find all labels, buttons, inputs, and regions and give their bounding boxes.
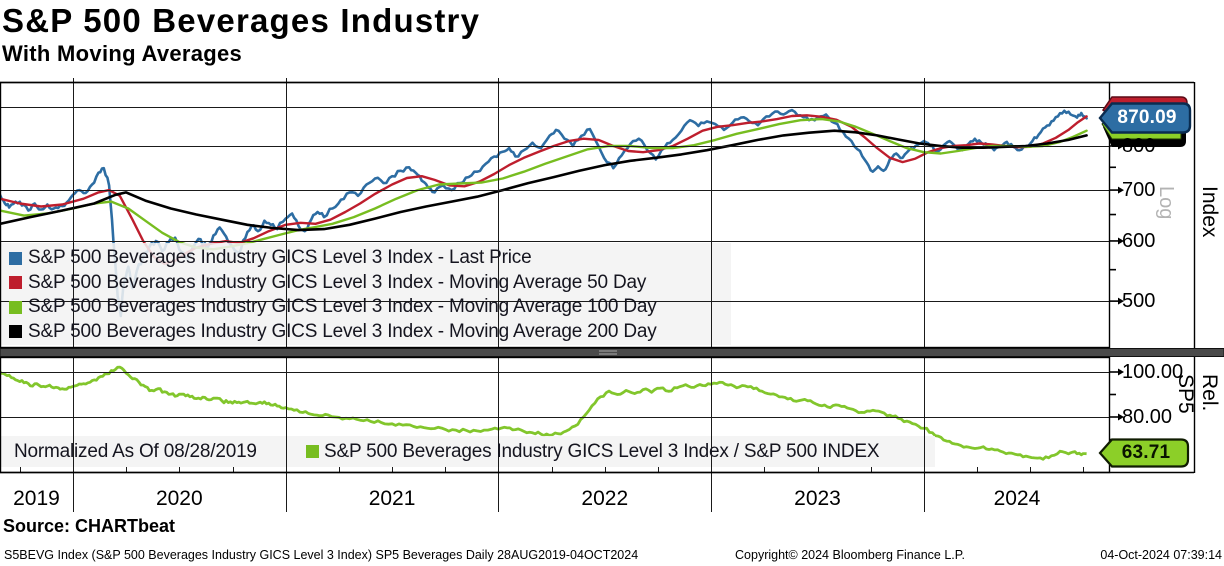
legend-item-label: S&P 500 Beverages Industry GICS Level 3 …: [28, 247, 532, 268]
last-price-badge: 870.09: [1117, 107, 1177, 128]
lower-series-group: [0, 365, 1087, 461]
main-axis-title: Index: [1198, 186, 1221, 238]
panel-divider-bar[interactable]: [0, 348, 1224, 357]
x-axis-year-label: 2020: [155, 487, 203, 510]
legend-item: S&P 500 Beverages Industry GICS Level 3 …: [9, 246, 532, 270]
y-tick-label: 100.00: [1122, 361, 1184, 383]
footer-copyright: Copyright© 2024 Bloomberg Finance L.P.: [735, 548, 965, 562]
page-title: S&P 500 Beverages Industry: [2, 2, 481, 39]
normalized-as-of-label: Normalized As Of 08/28/2019: [14, 441, 257, 462]
legend-swatch-icon: [9, 251, 22, 265]
last-price-badge-stack: [1098, 96, 1192, 147]
relative-value-badge-shape: [1098, 438, 1190, 468]
y-tick-label: 600: [1122, 229, 1156, 252]
series-2: [0, 117, 1088, 251]
ratio-series: [0, 365, 1087, 461]
page-subtitle: With Moving Averages: [2, 41, 243, 66]
series-3: [0, 129, 1088, 232]
y-tick-label: 700: [1122, 179, 1156, 202]
y-tick-label: 800: [1122, 135, 1156, 157]
footer-ticker-info: S5BEVG Index (S&P 500 Beverages Industry…: [4, 548, 639, 562]
relative-value-badge: 63.71: [1121, 442, 1171, 463]
x-axis-year-label: 2023: [794, 487, 841, 510]
source-label: Source: CHARTbeat: [3, 516, 176, 536]
x-axis-year-label: 2019: [13, 487, 60, 510]
legend-swatch-icon: [9, 300, 22, 314]
x-axis-year-label: 2021: [368, 487, 416, 510]
log-scale-watermark: Log: [1155, 186, 1177, 220]
y-tick-label: 80.00: [1122, 406, 1173, 428]
legend-swatch-icon: [306, 445, 319, 458]
x-axis-year-label: 2024: [993, 487, 1041, 510]
legend-item: S&P 500 Beverages Industry GICS Level 3 …: [9, 271, 646, 295]
legend-item-label: S&P 500 Beverages Industry GICS Level 3 …: [28, 271, 647, 293]
panel-frames: [0, 81, 1196, 474]
footer-timestamp: 04-Oct-2024 07:39:14: [1100, 548, 1222, 562]
gridlines: [0, 78, 1110, 512]
lower-legend-box: [0, 436, 935, 467]
x-axis-year-label: 2022: [581, 487, 629, 510]
legend-item: S&P 500 Beverages Industry GICS Level 3 …: [9, 295, 657, 319]
main-legend-box: [0, 243, 731, 345]
legend-item-label: S&P 500 Beverages Industry GICS Level 3 …: [28, 320, 657, 342]
y-tick-label: 500: [1122, 290, 1156, 313]
lower-axis-title: Rel. SP5: [1174, 374, 1221, 414]
legend-swatch-icon: [9, 325, 22, 339]
legend-swatch-icon: [9, 276, 22, 290]
legend-item-label: S&P 500 Beverages Industry GICS Level 3 …: [28, 296, 657, 318]
divider-handle-icon[interactable]: [599, 350, 617, 355]
legend-item: S&P 500 Beverages Industry GICS Level 3 …: [9, 320, 657, 344]
lower-legend-label: S&P 500 Beverages Industry GICS Level 3 …: [324, 441, 880, 462]
